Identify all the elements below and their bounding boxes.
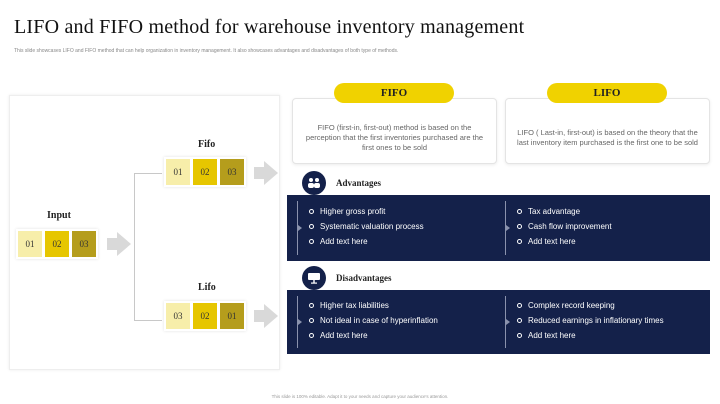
list-item: Reduced earnings in inflationary times bbox=[517, 313, 664, 328]
input-box-3: 03 bbox=[72, 231, 96, 257]
list-item: Tax advantage bbox=[517, 204, 612, 219]
fifo-box-2: 02 bbox=[193, 159, 217, 185]
list-item: Systematic valuation process bbox=[309, 219, 424, 234]
list-item: Add text here bbox=[309, 234, 424, 249]
disadvantages-lifo-list: Complex record keeping Reduced earnings … bbox=[517, 298, 664, 354]
disadvantages-panel: Higher tax liabilities Not ideal in case… bbox=[287, 290, 710, 354]
fifo-box-3: 03 bbox=[220, 159, 244, 185]
people-group-icon bbox=[302, 171, 326, 195]
list-item: Complex record keeping bbox=[517, 298, 664, 313]
input-boxes: 01 02 03 bbox=[16, 229, 98, 259]
lifo-box-3: 01 bbox=[220, 303, 244, 329]
advantages-title: Advantages bbox=[336, 178, 382, 188]
list-item: Add text here bbox=[517, 328, 664, 343]
fifo-description-card: FIFO (first-in, first-out) method is bas… bbox=[292, 98, 497, 164]
list-item: Higher tax liabilities bbox=[309, 298, 438, 313]
lifo-description-card: LIFO ( Last-in, first-out) is based on t… bbox=[505, 98, 710, 164]
lifo-boxes: 03 02 01 bbox=[164, 301, 246, 331]
fifo-boxes: 01 02 03 bbox=[164, 157, 246, 187]
fifo-pill: FIFO bbox=[334, 83, 454, 103]
advantages-fifo-bracket bbox=[297, 201, 303, 255]
advantages-panel: Higher gross profit Systematic valuation… bbox=[287, 195, 710, 261]
advantages-fifo-list: Higher gross profit Systematic valuation… bbox=[309, 204, 424, 261]
input-box-1: 01 bbox=[18, 231, 42, 257]
fifo-flow-label: Fifo bbox=[198, 139, 216, 150]
advantages-header: Advantages bbox=[302, 171, 381, 195]
fifo-description: FIFO (first-in, first-out) method is bas… bbox=[305, 123, 484, 152]
list-item: Higher gross profit bbox=[309, 204, 424, 219]
lifo-pill: LIFO bbox=[547, 83, 667, 103]
connector-bottom bbox=[134, 320, 162, 321]
input-box-2: 02 bbox=[45, 231, 69, 257]
list-item: Not ideal in case of hyperinflation bbox=[309, 313, 438, 328]
disadvantages-title: Disadvantages bbox=[336, 273, 392, 283]
list-item: Add text here bbox=[309, 328, 438, 343]
disadvantages-fifo-list: Higher tax liabilities Not ideal in case… bbox=[309, 298, 438, 354]
lifo-box-2: 02 bbox=[193, 303, 217, 329]
lifo-box-1: 03 bbox=[166, 303, 190, 329]
connector-top bbox=[134, 173, 162, 174]
disadvantages-header: Disadvantages bbox=[302, 266, 392, 290]
lifo-description: LIFO ( Last-in, first-out) is based on t… bbox=[517, 128, 698, 147]
list-item: Add text here bbox=[517, 234, 612, 249]
page-title: LIFO and FIFO method for warehouse inven… bbox=[14, 16, 525, 38]
disadvantages-lifo-bracket bbox=[505, 296, 511, 348]
footer-note: This slide is 100% editable. Adapt it to… bbox=[271, 394, 449, 399]
presentation-board-icon bbox=[302, 266, 326, 290]
list-item: Cash flow improvement bbox=[517, 219, 612, 234]
input-label: Input bbox=[47, 210, 71, 221]
fifo-box-1: 01 bbox=[166, 159, 190, 185]
page-subtitle: This slide showcases LIFO and FIFO metho… bbox=[14, 48, 399, 54]
advantages-lifo-bracket bbox=[505, 201, 511, 255]
advantages-lifo-list: Tax advantage Cash flow improvement Add … bbox=[517, 204, 612, 261]
flow-connector bbox=[134, 173, 135, 321]
disadvantages-fifo-bracket bbox=[297, 296, 303, 348]
lifo-flow-label: Lifo bbox=[198, 282, 216, 293]
